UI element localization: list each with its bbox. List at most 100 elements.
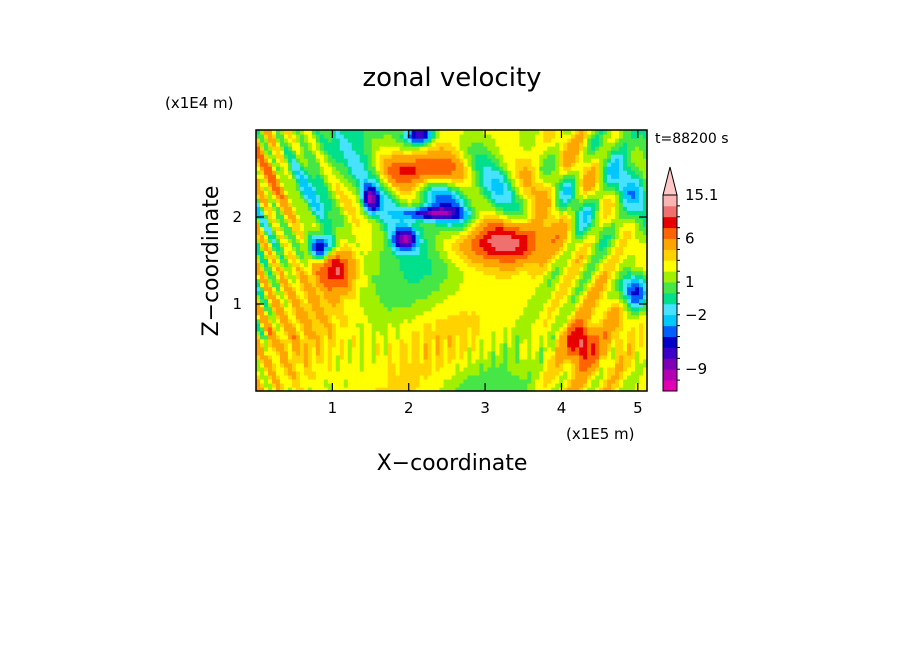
field-cell	[543, 278, 548, 284]
field-cell	[347, 254, 353, 260]
field-cell	[431, 366, 437, 372]
field-cell	[583, 338, 588, 344]
field-cell	[331, 266, 337, 272]
field-cell	[407, 194, 413, 199]
field-cell	[535, 342, 540, 348]
field-cell	[287, 370, 293, 376]
field-cell	[415, 190, 421, 195]
field-cell	[459, 214, 465, 219]
field-cell	[467, 282, 473, 288]
field-cell	[299, 206, 305, 211]
field-cell	[383, 186, 389, 191]
field-cell	[599, 326, 604, 332]
field-cell	[311, 290, 317, 296]
field-cell	[507, 330, 512, 336]
field-cell	[299, 306, 305, 312]
field-cell	[467, 334, 473, 340]
field-cell	[403, 274, 409, 280]
field-cell	[335, 262, 341, 268]
field-cell	[327, 366, 333, 372]
field-cell	[323, 262, 329, 268]
field-cell	[451, 226, 457, 231]
field-cell	[555, 370, 560, 376]
field-cell	[279, 378, 285, 384]
field-cell	[403, 290, 409, 296]
field-cell	[603, 246, 608, 252]
field-cell	[459, 306, 465, 312]
field-cell	[267, 302, 273, 308]
field-cell	[527, 278, 532, 284]
field-cell	[543, 198, 548, 203]
field-cell	[267, 314, 273, 320]
field-cell	[403, 226, 409, 231]
field-cell	[499, 314, 504, 320]
field-cell	[271, 306, 277, 312]
field-cell	[391, 294, 397, 300]
field-cell	[431, 354, 437, 360]
field-cell	[256, 206, 261, 211]
field-cell	[579, 246, 584, 252]
field-cell	[299, 238, 305, 244]
field-cell	[303, 222, 309, 227]
field-cell	[523, 350, 528, 356]
field-cell	[371, 310, 377, 316]
field-cell	[471, 322, 477, 328]
field-cell	[359, 282, 365, 288]
field-cell	[623, 338, 628, 344]
field-cell	[443, 234, 449, 240]
field-cell	[571, 190, 576, 195]
field-cell	[639, 310, 644, 316]
field-cell	[459, 338, 465, 344]
field-cell	[435, 322, 441, 328]
field-cell	[575, 322, 580, 328]
field-cell	[411, 326, 417, 332]
field-cell	[575, 342, 580, 348]
field-cell	[615, 278, 620, 284]
field-cell	[563, 366, 568, 372]
field-cell	[411, 254, 417, 260]
field-cell	[491, 206, 496, 211]
field-cell	[579, 198, 584, 203]
field-cell	[319, 250, 325, 256]
field-cell	[467, 270, 473, 276]
field-cell	[343, 254, 349, 260]
field-cell	[419, 278, 425, 284]
field-cell	[631, 202, 636, 207]
field-cell	[471, 238, 477, 244]
field-cell	[463, 342, 469, 348]
field-cell	[275, 326, 281, 332]
field-cell	[323, 350, 329, 356]
field-cell	[491, 326, 496, 332]
field-cell	[539, 382, 544, 388]
field-cell	[327, 214, 333, 219]
field-cell	[483, 330, 489, 336]
field-cell	[563, 238, 568, 244]
field-cell	[387, 354, 393, 360]
field-cell	[347, 346, 353, 352]
field-cell	[271, 354, 277, 360]
field-cell	[479, 366, 485, 372]
field-cell	[435, 378, 441, 384]
field-cell	[475, 282, 481, 288]
field-cell	[339, 206, 345, 211]
field-cell	[635, 290, 640, 296]
field-cell	[347, 218, 353, 223]
field-cell	[439, 302, 445, 308]
field-cell	[503, 270, 508, 276]
field-cell	[331, 210, 337, 215]
field-cell	[463, 274, 469, 280]
field-cell	[435, 218, 441, 223]
field-cell	[315, 322, 321, 328]
field-cell	[403, 246, 409, 252]
field-cell	[591, 190, 596, 195]
field-cell	[287, 254, 293, 260]
field-cell	[575, 186, 580, 191]
field-cell	[499, 334, 504, 340]
field-cell	[519, 382, 524, 388]
field-cell	[631, 314, 636, 320]
field-cell	[639, 378, 644, 384]
field-cell	[543, 230, 548, 235]
field-cell	[491, 282, 496, 288]
field-cell	[443, 338, 449, 344]
field-cell	[439, 262, 445, 268]
